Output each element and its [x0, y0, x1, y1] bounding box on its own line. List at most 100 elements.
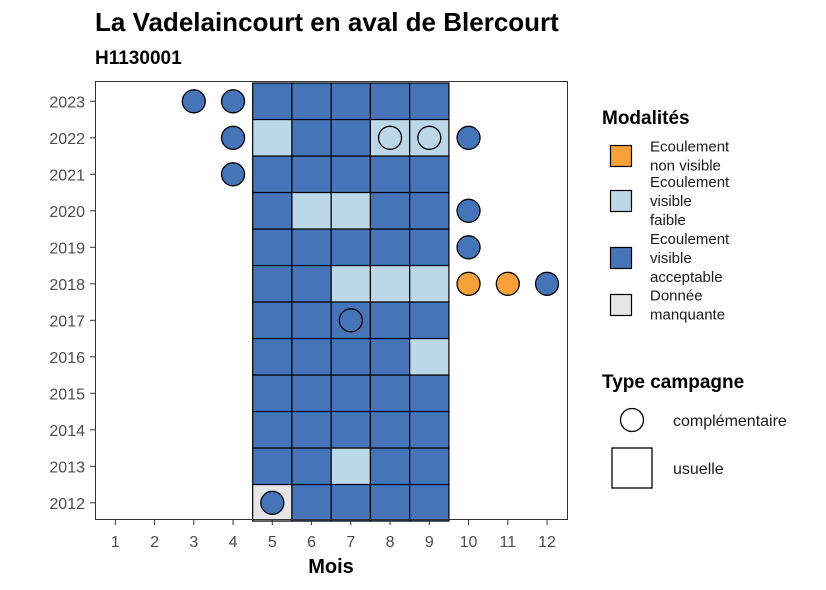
tile-2013-7	[330, 447, 372, 486]
tile-2017-8	[369, 301, 411, 340]
tile-2023-5	[252, 82, 293, 121]
tile-2014-5	[252, 410, 293, 449]
complementaire-points	[181, 89, 560, 515]
legend-label-2-0: Ecoulement	[650, 231, 730, 248]
x-tick-label-1: 1	[111, 534, 120, 551]
plot-border	[95, 81, 568, 520]
legend-key-2	[609, 246, 633, 270]
tile-2023-9	[409, 82, 450, 121]
legend-key-1	[609, 189, 633, 213]
y-tick-label-2013: 2013	[49, 459, 85, 476]
tile-2023-6	[291, 82, 332, 121]
tile-2012-9	[409, 483, 450, 522]
y-tick-label-2019: 2019	[49, 240, 85, 257]
y-tick-label-2016: 2016	[49, 350, 85, 367]
point-2017-7	[338, 308, 363, 333]
tile-2023-8	[369, 82, 411, 121]
legend-modalites-title: Modalités	[602, 108, 690, 129]
legend-label-1-0: Ecoulement	[650, 174, 730, 191]
tile-2021-8	[369, 155, 411, 194]
tile-2023-7	[330, 82, 372, 121]
tile-2013-5	[252, 447, 293, 486]
tile-2020-8	[369, 191, 411, 230]
tile-2017-6	[291, 301, 332, 340]
point-2022-10	[456, 125, 481, 150]
legend-type-square	[611, 447, 653, 489]
y-tick-label-2022: 2022	[49, 131, 85, 148]
tile-2015-6	[291, 374, 332, 413]
x-tick-label-7: 7	[346, 534, 355, 551]
y-tick-label-2012: 2012	[49, 496, 85, 513]
tile-2015-7	[330, 374, 372, 413]
y-tick-label-2023: 2023	[49, 94, 85, 111]
tile-2022-6	[291, 118, 332, 157]
tile-2016-8	[369, 337, 411, 376]
x-tick-label-4: 4	[229, 534, 238, 551]
tile-2019-5	[252, 228, 293, 267]
tile-2014-8	[369, 410, 411, 449]
legend-label-1-2: faible	[650, 212, 686, 229]
point-2022-4	[220, 125, 246, 150]
point-2022-9	[417, 125, 442, 150]
tile-2022-7	[330, 118, 372, 157]
tile-2012-7	[330, 483, 372, 522]
tile-2018-5	[252, 264, 293, 303]
tile-2016-7	[330, 337, 372, 376]
y-tick-label-2020: 2020	[49, 204, 85, 221]
legend-label-2-1: visible	[650, 250, 692, 267]
tile-2021-9	[409, 155, 450, 194]
x-tick-label-6: 6	[307, 534, 316, 551]
point-2012-5	[260, 490, 285, 515]
usuelle-tiles	[252, 82, 450, 522]
tile-2014-7	[330, 410, 372, 449]
tile-2018-7	[330, 264, 372, 303]
tile-2020-6	[291, 191, 332, 230]
legend-label-0-0: Ecoulement	[650, 139, 730, 156]
tile-2015-5	[252, 374, 293, 413]
chart-subtitle: H1130001	[95, 48, 182, 69]
chart-title: La Vadelaincourt en aval de Blercourt	[95, 7, 559, 37]
y-tick-label-2014: 2014	[49, 423, 85, 440]
legend-label-2-2: acceptable	[650, 269, 723, 286]
point-2018-10	[456, 271, 481, 296]
point-2023-4	[220, 89, 246, 114]
tile-2021-7	[330, 155, 372, 194]
x-tick-label-12: 12	[538, 534, 556, 551]
tile-2015-9	[409, 374, 450, 413]
legend-label-1-1: visible	[650, 193, 692, 210]
tile-2014-9	[409, 410, 450, 449]
y-tick-label-2018: 2018	[49, 277, 85, 294]
y-tick-label-2017: 2017	[49, 313, 85, 330]
tile-2012-6	[291, 483, 332, 522]
legend-key-0	[609, 144, 633, 168]
x-tick-label-3: 3	[189, 534, 198, 551]
tile-2019-7	[330, 228, 372, 267]
y-tick-label-2021: 2021	[49, 167, 85, 184]
x-axis: 1 2 3 4 5 6 7 8 9 10 11 12	[111, 519, 556, 551]
x-axis-title: Mois	[308, 556, 354, 578]
legend-type-title: Type campagne	[602, 372, 744, 393]
x-tick-label-9: 9	[425, 534, 434, 551]
tile-2015-8	[369, 374, 411, 413]
point-2023-3	[181, 89, 206, 114]
point-2018-11	[495, 271, 520, 296]
legend-type-circle	[619, 407, 645, 433]
tile-2021-6	[291, 155, 332, 194]
tile-2017-5	[252, 301, 293, 340]
legend-label-3-1: manquante	[650, 307, 725, 324]
tile-2021-5	[252, 155, 293, 194]
tile-2017-9	[409, 301, 450, 340]
tile-2013-9	[409, 447, 450, 486]
tile-2020-5	[252, 191, 293, 230]
tile-2012-8	[369, 483, 411, 522]
x-tick-label-8: 8	[386, 534, 395, 551]
tile-2013-6	[291, 447, 332, 486]
x-tick-label-2: 2	[150, 534, 159, 551]
legend-label-3-0: Donnée	[650, 288, 703, 305]
x-tick-label-11: 11	[499, 534, 516, 551]
x-tick-label-5: 5	[268, 534, 277, 551]
tile-2020-7	[330, 191, 372, 230]
point-2018-12	[534, 271, 560, 296]
